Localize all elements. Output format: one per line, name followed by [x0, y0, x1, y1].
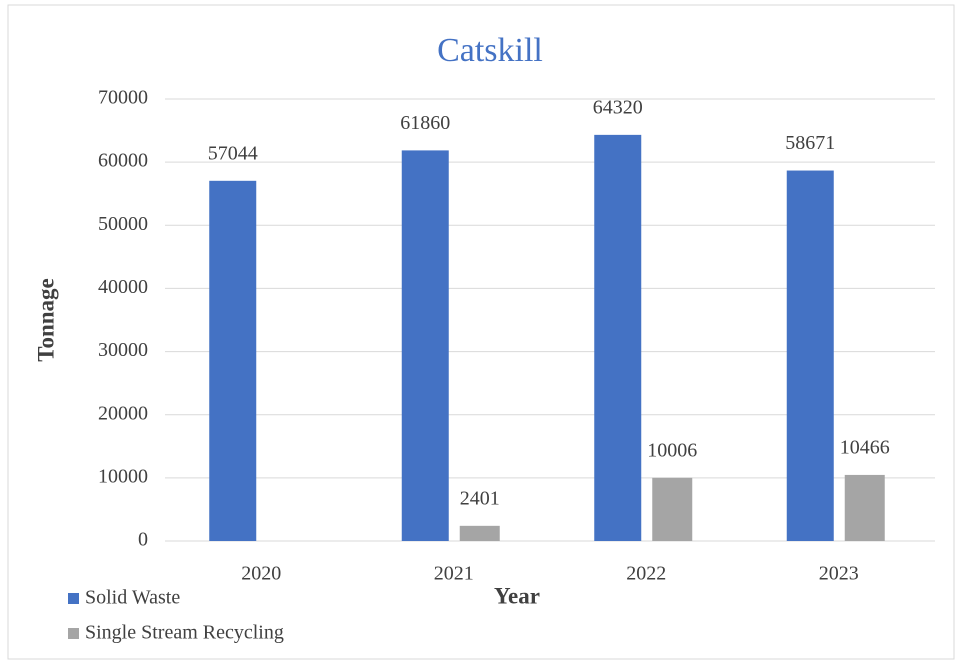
x-axis-title: Year — [494, 583, 540, 608]
x-tick-label: 2022 — [626, 563, 666, 585]
x-tick-label: 2023 — [819, 563, 859, 585]
data-label: 10006 — [647, 439, 697, 461]
data-label: 10466 — [840, 437, 890, 459]
y-tick-label: 30000 — [98, 339, 148, 361]
x-tick-label: 2021 — [434, 563, 474, 585]
y-tick-label: 0 — [138, 529, 148, 551]
data-label: 57044 — [208, 142, 258, 164]
y-tick-label: 60000 — [98, 150, 148, 172]
bar — [786, 170, 834, 541]
y-tick-label: 40000 — [98, 276, 148, 298]
y-tick-label: 50000 — [98, 213, 148, 235]
y-tick-label: 20000 — [98, 402, 148, 424]
data-label: 2401 — [460, 487, 500, 509]
bar — [459, 525, 500, 541]
bar — [844, 474, 885, 541]
data-label: 64320 — [593, 96, 643, 118]
data-label: 61860 — [400, 112, 450, 134]
legend-swatch — [68, 628, 79, 639]
bar — [401, 150, 449, 541]
legend-swatch — [68, 593, 79, 604]
bar — [652, 477, 693, 541]
chart-title: Catskill — [437, 32, 543, 69]
bar — [209, 180, 257, 541]
legend-label: Solid Waste — [85, 587, 180, 609]
legend-label: Single Stream Recycling — [85, 622, 284, 644]
y-tick-label: 70000 — [98, 87, 148, 109]
bar — [594, 134, 642, 541]
data-label: 58671 — [785, 132, 835, 154]
x-tick-label: 2020 — [241, 563, 281, 585]
y-tick-label: 10000 — [98, 465, 148, 487]
y-axis-title: Tonnage — [33, 278, 58, 362]
